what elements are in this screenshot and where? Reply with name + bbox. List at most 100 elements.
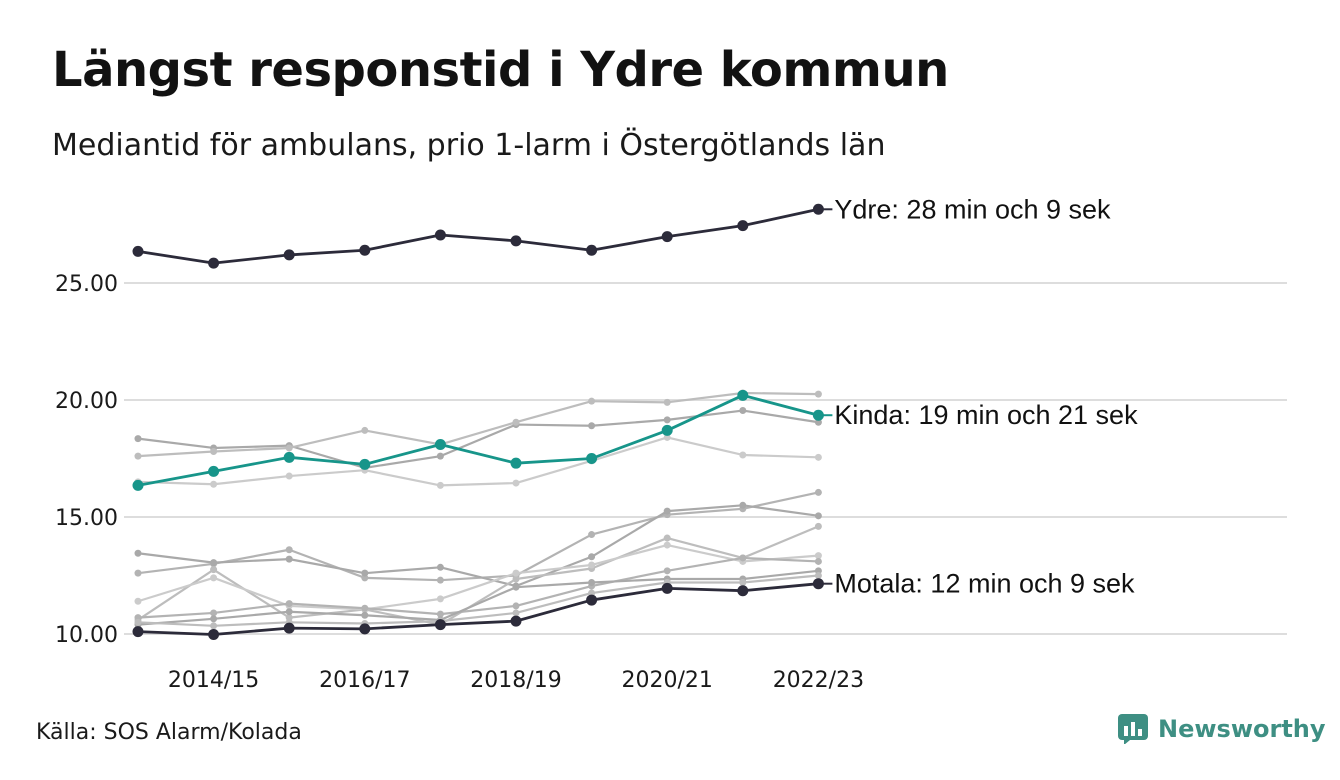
data-point [512,479,520,487]
end-label-kinda: Kinda: 19 min och 21 sek [834,400,1138,430]
end-label-motala: Motala: 12 min och 9 sek [834,569,1135,599]
y-tick-label: 25.00 [55,272,118,297]
data-point [436,481,444,489]
data-point [588,561,596,569]
data-point [361,426,369,434]
data-point [512,569,520,577]
data-point [737,220,749,232]
series-kinda [132,389,824,491]
data-point [739,579,747,587]
data-point [436,576,444,584]
data-point [588,397,596,405]
series-line [137,574,819,627]
data-point [588,579,596,587]
series-line [137,391,819,458]
series-line [137,504,819,588]
data-point [132,479,144,491]
brand[interactable]: Newsworthy [1118,714,1326,744]
brand-name: Newsworthy [1158,715,1326,743]
context-series [134,433,822,489]
data-point [208,628,220,640]
data-point [210,566,218,574]
context-series [134,389,822,460]
data-point [512,602,520,610]
data-point [663,534,671,542]
data-point [436,595,444,603]
data-point [812,578,824,590]
data-point [134,597,142,605]
data-point [663,541,671,549]
series-line [137,491,819,582]
chart-title: Längst responstid i Ydre kommun [52,42,949,98]
series-line [137,556,819,619]
data-point [359,458,371,470]
series-ydre [132,203,824,269]
context-series [134,522,822,629]
data-point [132,245,144,257]
data-point [814,418,822,426]
data-point [814,522,822,530]
data-point [814,572,822,579]
data-point [661,582,673,594]
series-line [137,409,819,469]
end-label-ydre: Ydre: 28 min och 9 sek [834,194,1111,224]
data-point [663,416,671,424]
data-point [510,457,522,469]
series-line [137,393,819,487]
data-point [512,609,520,617]
source-note: Källa: SOS Alarm/Kolada [36,720,302,745]
data-point [210,615,218,623]
data-point [134,618,142,626]
data-point [285,444,293,452]
data-point [586,594,598,606]
data-point [134,569,142,577]
data-point [663,398,671,406]
context-series [134,554,822,622]
data-point [814,390,822,398]
data-point [663,507,671,515]
data-point [510,615,522,627]
data-point [512,575,520,583]
newsworthy-logo-icon [1118,714,1148,744]
data-point [588,422,596,430]
data-point [208,257,220,269]
context-series [134,407,822,472]
data-point [436,563,444,571]
data-point [283,622,295,634]
data-point [285,555,293,563]
data-point [512,583,520,591]
data-point [134,549,142,557]
y-tick-label: 15.00 [55,506,118,531]
data-point [588,589,596,597]
data-point [436,610,444,618]
data-point [661,231,673,243]
context-series [134,572,822,630]
data-point [359,623,371,635]
data-point [739,451,747,459]
data-point [739,407,747,415]
series-line [137,207,819,265]
data-point [210,609,218,617]
data-point [361,604,369,612]
data-point [285,546,293,554]
data-point [361,611,369,619]
data-point [134,452,142,460]
data-point [132,626,144,638]
y-tick-label: 10.00 [55,623,118,648]
data-point [361,569,369,577]
data-point [586,244,598,256]
context-series [134,501,822,590]
data-point [210,447,218,455]
chart-subtitle: Mediantid för ambulans, prio 1-larm i Ös… [52,128,886,163]
data-point [814,557,822,565]
data-point [814,453,822,461]
data-point [663,433,671,441]
data-point [283,249,295,261]
data-point [434,229,446,241]
data-point [210,559,218,567]
y-tick-label: 20.00 [55,389,118,414]
data-point [434,619,446,631]
x-tick-label: 2018/19 [470,668,561,693]
data-point [285,472,293,480]
